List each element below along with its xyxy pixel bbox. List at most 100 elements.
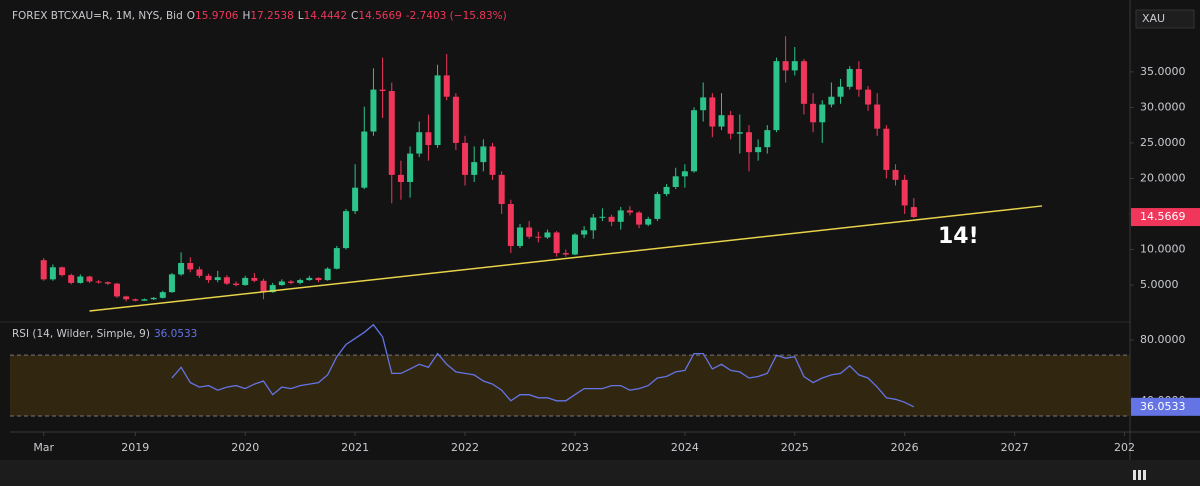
symbol-box xyxy=(1135,9,1195,29)
last-price-label: 14.5669 xyxy=(1140,210,1186,223)
candle-body xyxy=(672,176,679,187)
candle-body xyxy=(452,96,459,143)
ohlc-value: 14.4442 xyxy=(303,10,348,22)
candle-body xyxy=(516,227,523,246)
y-tick-label: 25.0000 xyxy=(1140,136,1186,149)
candle-body xyxy=(654,194,661,219)
candle-body xyxy=(40,260,47,280)
candle-body xyxy=(553,232,560,254)
candle-body xyxy=(544,232,551,238)
candle-body xyxy=(663,186,670,195)
candle-body xyxy=(269,285,276,293)
y-tick-label: 30.0000 xyxy=(1140,100,1186,113)
candle-body xyxy=(297,280,304,283)
x-tick-label: 2020 xyxy=(231,441,259,454)
rsi-header: RSI (14, Wilder, Simple, 9) 36.0533 xyxy=(12,328,201,340)
plot-area xyxy=(10,36,1130,417)
candle-body xyxy=(168,274,175,293)
candle-body xyxy=(846,68,853,87)
annotation: 14! xyxy=(938,224,979,249)
candle-body xyxy=(260,280,267,293)
candle-body xyxy=(883,128,890,170)
candle-body xyxy=(352,187,359,212)
candle-body xyxy=(489,146,496,175)
candle-body xyxy=(104,282,111,284)
candle-body xyxy=(791,61,798,71)
candle-body xyxy=(773,61,780,131)
candle-body xyxy=(288,281,295,283)
candle-body xyxy=(718,115,725,127)
candle-body xyxy=(782,61,789,71)
candle-body xyxy=(141,299,148,301)
candle-body xyxy=(306,277,313,281)
candle-body xyxy=(214,277,221,281)
x-tick-label: 2024 xyxy=(671,441,699,454)
x-tick-label: 2026 xyxy=(891,441,919,454)
candle-body xyxy=(123,296,130,300)
x-tick-label: 2021 xyxy=(341,441,369,454)
candle-body xyxy=(581,230,588,235)
candle-body xyxy=(727,115,734,134)
candle-body xyxy=(242,277,249,286)
candle-body xyxy=(828,96,835,105)
candle-body xyxy=(95,281,102,283)
x-tick-label: 2023 xyxy=(561,441,589,454)
candle-body xyxy=(370,89,377,132)
candle-body xyxy=(910,207,917,218)
rsi-value-label: 36.0533 xyxy=(1140,400,1186,413)
candle-body xyxy=(205,275,212,281)
candle-body xyxy=(901,179,908,206)
candle-body xyxy=(59,267,66,276)
candle-body xyxy=(388,91,395,175)
candle-body xyxy=(68,275,75,283)
candle-body xyxy=(526,227,533,237)
x-tick-label: Mar xyxy=(33,441,54,454)
candle-body xyxy=(599,216,606,218)
candle-body xyxy=(636,212,643,225)
candle-body xyxy=(324,268,331,281)
candle-body xyxy=(407,153,414,182)
rsi-line xyxy=(171,323,915,408)
ohlc-label: L xyxy=(297,10,304,22)
candle-body xyxy=(443,75,450,97)
candle-body xyxy=(800,61,807,104)
rsi-band xyxy=(10,355,1130,417)
change: -2.7403 (−15.83%) xyxy=(405,10,507,22)
footer-logo xyxy=(1133,470,1146,480)
last-price-box xyxy=(1131,208,1200,227)
y-tick-label: 10.0000 xyxy=(1140,243,1186,256)
candle-body xyxy=(462,142,469,175)
ohlc-label: O xyxy=(186,10,196,22)
candle-body xyxy=(251,277,258,281)
candle-body xyxy=(571,234,578,255)
rsi-title: RSI (14, Wilder, Simple, 9) xyxy=(12,328,150,340)
candle-body xyxy=(837,86,844,97)
footer-bar xyxy=(0,460,1200,486)
candle-body xyxy=(315,277,322,281)
candle-body xyxy=(223,277,230,284)
candle-body xyxy=(645,218,652,225)
candle-body xyxy=(700,97,707,111)
candle-body xyxy=(361,131,368,188)
candle-body xyxy=(691,110,698,172)
x-tick-label: 2019 xyxy=(121,441,149,454)
candle-body xyxy=(892,169,899,180)
candle-body xyxy=(709,97,716,127)
y-tick-label: 5.0000 xyxy=(1140,278,1179,291)
candle-body xyxy=(178,263,185,275)
x-tick-label: 2025 xyxy=(781,441,809,454)
chart-title: FOREX BTCXAU=R, 1M, NYS, Bid xyxy=(12,10,183,22)
candle-body xyxy=(132,299,139,301)
ohlc-label: H xyxy=(242,10,251,22)
candle-body xyxy=(755,147,762,153)
candle-body xyxy=(764,130,771,148)
candle-body xyxy=(86,276,93,282)
candle-body xyxy=(342,211,349,249)
y-tick-label: 35.0000 xyxy=(1140,65,1186,78)
price-header: FOREX BTCXAU=R, 1M, NYS, Bid O15.9706 H17.… xyxy=(12,10,511,22)
candle-body xyxy=(874,104,881,129)
candle-body xyxy=(745,132,752,153)
candle-body xyxy=(535,236,542,238)
